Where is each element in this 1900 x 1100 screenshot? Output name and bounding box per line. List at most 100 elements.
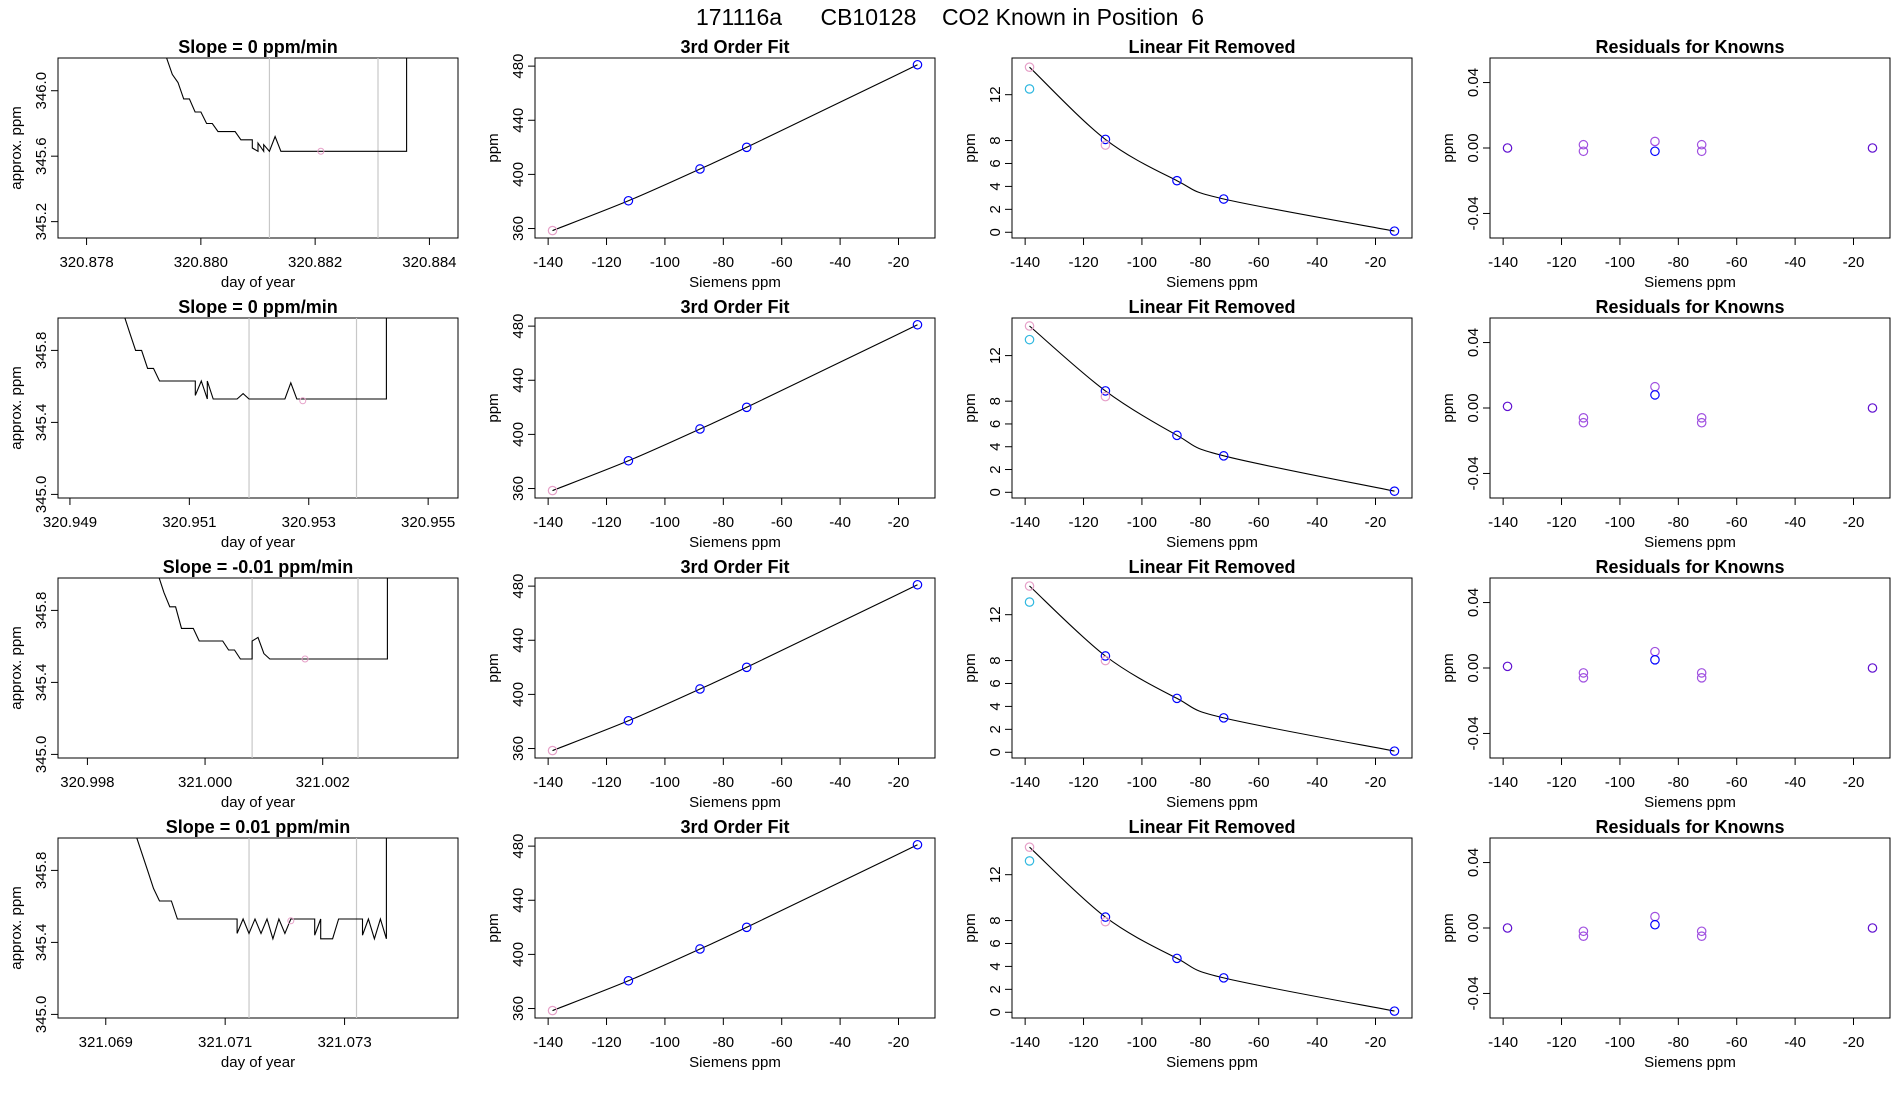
x-tick-label: -80 <box>1189 254 1211 271</box>
y-tick-label: 4 <box>987 962 1004 970</box>
y-tick-label: 2 <box>987 985 1004 993</box>
x-axis-label: day of year <box>221 274 295 291</box>
plot-area <box>1024 581 1400 756</box>
x-tick-label: -60 <box>1248 774 1270 791</box>
x-tick-label: -40 <box>829 514 851 531</box>
fit-curve-line <box>1029 585 1395 752</box>
x-axis-label: day of year <box>221 794 295 811</box>
y-tick-label: 480 <box>510 834 527 859</box>
x-tick-label: -140 <box>533 254 563 271</box>
y-axis-label: ppm <box>485 393 502 422</box>
x-tick-label: -20 <box>1843 254 1865 271</box>
x-tick-label: -60 <box>771 1034 793 1051</box>
x-tick-label: -80 <box>712 514 734 531</box>
x-tick-label: 320.878 <box>59 254 113 271</box>
mean-value-point <box>317 147 325 155</box>
plot-area <box>547 59 923 236</box>
y-tick-label: 0.00 <box>1465 913 1482 942</box>
y-tick-label: 440 <box>510 628 527 653</box>
data-point-violet <box>1578 413 1589 423</box>
y-tick-label: 8 <box>987 656 1004 664</box>
x-tick-label: 320.998 <box>60 774 114 791</box>
y-tick-label: 12 <box>987 347 1004 364</box>
data-point-violet <box>1578 926 1589 937</box>
x-tick-label: -20 <box>1843 514 1865 531</box>
x-tick-label: -140 <box>533 1034 563 1051</box>
x-tick-label: -40 <box>829 774 851 791</box>
data-point-blue <box>695 944 705 954</box>
title-tank-id: CB10128 <box>820 4 917 30</box>
y-tick-label: 4 <box>987 443 1004 451</box>
panel-title: Slope = 0 ppm/min <box>178 297 338 317</box>
data-point-violet <box>1696 139 1707 150</box>
plot-frame <box>1489 577 1891 759</box>
x-tick-label: -120 <box>1069 254 1099 271</box>
data-point-violet <box>1578 139 1589 150</box>
data-point-purple <box>1867 143 1878 153</box>
data-point-blue <box>741 662 752 673</box>
x-tick-label: -20 <box>888 254 910 271</box>
mean-value-point <box>287 917 295 925</box>
data-point-violet <box>1696 668 1707 678</box>
data-point-violet <box>1696 417 1707 428</box>
x-tick-label: -140 <box>1010 1034 1040 1051</box>
plot-frame <box>57 577 459 759</box>
y-tick-label: 345.0 <box>33 476 50 514</box>
y-tick-label: 6 <box>987 679 1004 687</box>
data-point-blue <box>695 164 705 174</box>
y-tick-label: 12 <box>987 866 1004 883</box>
data-point-blue <box>912 839 923 850</box>
y-tick-label: 0.00 <box>1465 393 1482 422</box>
x-tick-label: -40 <box>1306 254 1328 271</box>
y-axis-label: ppm <box>962 653 979 682</box>
x-tick-label: -120 <box>1547 514 1577 531</box>
x-tick-label: -120 <box>592 774 622 791</box>
data-point-pink <box>1100 391 1111 402</box>
y-tick-label: 2 <box>987 725 1004 733</box>
y-tick-label: 12 <box>987 86 1004 103</box>
chart-panel-r3-c0: Slope = 0.01 ppm/min day of year approx. p… <box>8 817 459 1071</box>
data-point-purple <box>1867 663 1878 673</box>
data-point-blue <box>623 715 634 726</box>
y-tick-label: 480 <box>510 574 527 599</box>
x-tick-label: -20 <box>888 1034 910 1051</box>
y-tick-label: 6 <box>987 159 1004 167</box>
y-tick-label: 400 <box>510 682 527 707</box>
plot-area <box>166 58 408 238</box>
plot-area <box>547 319 923 496</box>
y-tick-label: 346.0 <box>33 72 50 110</box>
x-tick-label: -80 <box>712 774 734 791</box>
data-point-blue <box>1650 919 1660 930</box>
data-point-violet <box>1696 931 1707 941</box>
y-tick-label: -0.04 <box>1465 976 1482 1010</box>
chart-panel-r3-c3: Residuals for Knowns Siemens ppm ppm -140 -1… <box>1440 817 1891 1071</box>
x-tick-label: -60 <box>1726 514 1748 531</box>
fit-curve-line <box>1029 325 1395 492</box>
y-tick-label: 0.04 <box>1465 328 1482 357</box>
data-point-blue <box>1218 973 1229 983</box>
chart-panel-r2-c0: Slope = -0.01 ppm/min day of year approx. … <box>8 557 459 811</box>
y-tick-label: 2 <box>987 205 1004 213</box>
panel-title: Residuals for Knowns <box>1595 37 1784 57</box>
data-point-pink <box>547 1005 558 1016</box>
y-tick-label: 360 <box>510 216 527 241</box>
fit-curve-line <box>1029 66 1395 232</box>
y-axis-label: approx. ppm <box>8 886 25 969</box>
panel-title: 3rd Order Fit <box>680 37 789 57</box>
data-point-violet <box>1650 381 1660 392</box>
y-axis-label: ppm <box>1440 913 1457 942</box>
x-axis-label: day of year <box>221 1054 295 1071</box>
y-axis-label: ppm <box>1440 393 1457 422</box>
data-point-blue <box>1172 430 1182 441</box>
plot-frame <box>1011 837 1413 1019</box>
x-tick-label: -40 <box>1306 1034 1328 1051</box>
y-tick-label: 345.8 <box>33 332 50 370</box>
data-point-blue <box>1172 693 1182 704</box>
data-point-blue <box>1389 486 1400 496</box>
x-tick-label: -60 <box>771 774 793 791</box>
panel-title: Linear Fit Removed <box>1128 557 1295 577</box>
plot-area <box>124 318 387 498</box>
x-tick-label: -60 <box>771 514 793 531</box>
data-point-violet <box>1578 417 1589 428</box>
x-tick-label: -120 <box>1069 514 1099 531</box>
